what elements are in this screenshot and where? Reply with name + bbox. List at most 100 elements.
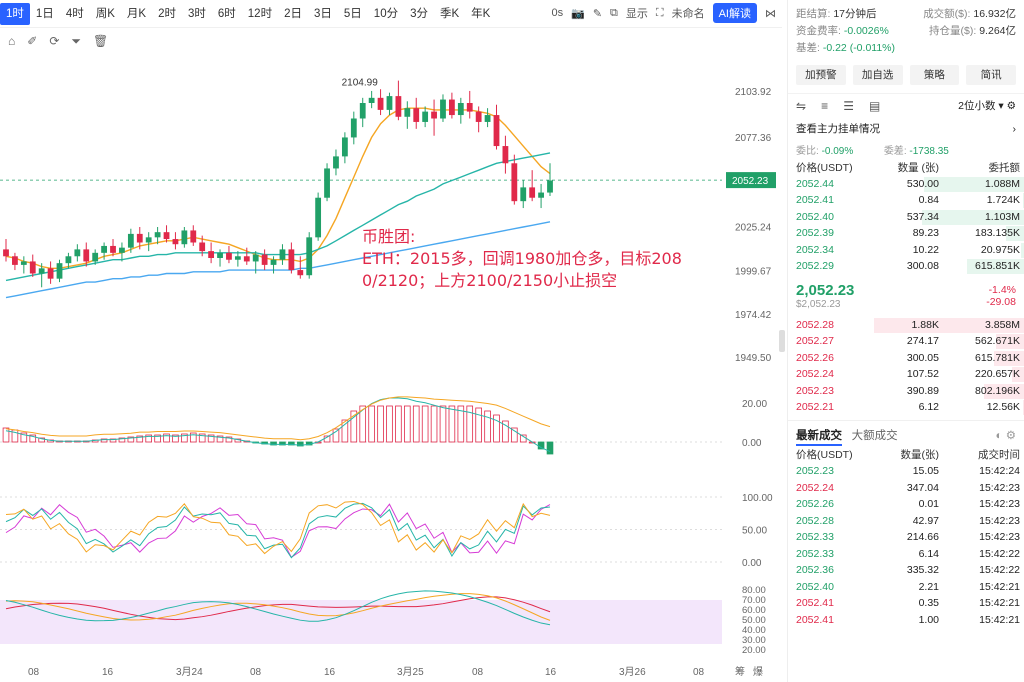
fullscreen-icon[interactable]: ⛶ — [655, 6, 664, 19]
orderbook-both-icon[interactable]: ⇋ — [796, 98, 807, 113]
layout-icon[interactable]: ⧉ — [610, 6, 618, 19]
candle-body — [199, 242, 206, 252]
ask-row[interactable]: 2052.34 10.22 20.975K — [788, 242, 1024, 259]
timeframe-2[interactable]: 4时 — [65, 7, 84, 20]
right-panel: 距结算: 17分钟后 成交额($): 16.932亿 资金费率: -0.0026% 持… — [787, 0, 1024, 682]
trade-time: 15:42:23 — [979, 531, 1020, 544]
price-chart[interactable]: 2103.92 2077.36 2025.24 1999.67 1974.42 1949.… — [0, 52, 778, 682]
stat-value: -0.22 (-0.011%) — [822, 42, 896, 54]
decimals-select[interactable]: 2位小数 ▾ ⚙ — [958, 100, 1016, 112]
weicha-label: 委差 — [883, 146, 904, 157]
order-amount: 20.975K — [980, 243, 1020, 256]
trade-qty: 0.35 — [918, 597, 939, 610]
brush-icon[interactable]: ⟳ — [49, 34, 60, 48]
header-qty[interactable]: 数量 (张) — [897, 161, 939, 174]
timeframe-5[interactable]: 2时 — [158, 7, 176, 20]
timeframe-0[interactable]: 1时 — [0, 2, 30, 25]
orderbook-bids-icon[interactable]: ≡ — [821, 98, 829, 113]
panel-button-0[interactable]: 加预警 — [796, 65, 846, 85]
trades-header-time: 成交时间 — [978, 449, 1020, 462]
candle-body — [181, 230, 188, 245]
panel-resize-handle[interactable] — [779, 330, 785, 352]
macd-bar — [288, 441, 295, 446]
ask-row[interactable]: 2052.41 0.84 1.724K — [788, 192, 1024, 209]
rsi-line — [5, 596, 551, 621]
trade-price: 2052.40 — [796, 580, 834, 593]
share-icon[interactable]: ⋈ — [765, 7, 776, 20]
trade-row: 2052.41 0.35 15:42:21 — [788, 595, 1024, 612]
pen-icon[interactable]: ✎ — [592, 7, 603, 20]
display-button[interactable]: 显示 — [625, 8, 648, 20]
depth-bar — [1021, 242, 1024, 258]
timeframe-15[interactable]: 年K — [471, 7, 491, 20]
timeframe-4[interactable]: 月K — [126, 7, 147, 20]
depth-bar — [874, 317, 1024, 333]
ask-row[interactable]: 2052.40 537.34 1.103M — [788, 209, 1024, 226]
timeframe-14[interactable]: 季K — [440, 7, 460, 20]
ai-interpret-button[interactable]: AI解读 — [712, 3, 757, 23]
timeframe-8[interactable]: 12时 — [247, 7, 273, 20]
timeframe-1[interactable]: 1日 — [35, 7, 54, 20]
candle-body — [56, 263, 63, 279]
x-axis-label: 3月26 — [619, 666, 646, 678]
layout-name-button[interactable]: 未命名 — [671, 8, 705, 20]
rsi-axis-label: 30.00 — [742, 635, 766, 646]
order-amount: 220.657K — [975, 368, 1020, 381]
order-amount: 12.56K — [986, 401, 1020, 414]
candle-body — [145, 237, 152, 243]
candle-body — [38, 268, 45, 274]
bid-row[interactable]: 2052.24 107.52 220.657K — [788, 366, 1024, 383]
header-amount[interactable]: 委托额 — [988, 161, 1021, 174]
orderbook-compact-icon[interactable]: ▤ — [869, 98, 881, 113]
panel-button-1[interactable]: 加自选 — [852, 65, 903, 85]
ask-row[interactable]: 2052.39 89.23 183.135K — [788, 225, 1024, 242]
timeframe-6[interactable]: 3时 — [187, 7, 206, 20]
trash-icon[interactable]: 🗑 — [92, 34, 109, 48]
timeframe-12[interactable]: 10分 — [373, 7, 399, 20]
timeframe-7[interactable]: 6时 — [217, 7, 236, 20]
ask-row[interactable]: 2052.29 300.08 615.851K — [788, 258, 1024, 275]
macd-bar — [20, 432, 28, 443]
ask-row[interactable]: 2052.44 530.00 1.088M — [788, 176, 1024, 193]
order-price: 2052.28 — [796, 318, 834, 331]
settings-icon[interactable]: ◐ ⚙ — [995, 429, 1016, 442]
timeframe-3[interactable]: 周K — [95, 7, 115, 20]
countdown-label: 0s — [551, 7, 564, 19]
bid-row[interactable]: 2052.21 6.12 12.56K — [788, 399, 1024, 416]
timeframe-9[interactable]: 2日 — [284, 7, 302, 20]
order-qty: 107.52 — [906, 368, 939, 381]
bids-list: 2052.28 1.88K 3.858M 2052.27 274.17 562.… — [788, 317, 1024, 416]
bid-row[interactable]: 2052.26 300.05 615.781K — [788, 350, 1024, 367]
trade-price: 2052.33 — [796, 547, 834, 560]
trade-row: 2052.28 42.97 15:42:23 — [788, 513, 1024, 530]
panel-button-3[interactable]: 简讯 — [966, 65, 1016, 85]
macd-bar — [109, 438, 117, 443]
macd-bar — [439, 405, 447, 443]
panel-button-2[interactable]: 策略 — [909, 65, 960, 85]
main-order-text: 查看主力挂单情况 — [796, 123, 880, 135]
candle-body — [234, 256, 241, 260]
edit-icon[interactable]: ✐ — [27, 34, 38, 48]
main-order-link[interactable]: 查看主力挂单情况 › — [788, 117, 1024, 140]
bid-row[interactable]: 2052.27 274.17 562.671K — [788, 333, 1024, 350]
tab-latest-trades[interactable]: 最新成交 — [796, 429, 842, 446]
current-price-label: 2052.23 — [732, 176, 769, 187]
bookmark-icon[interactable]: ⌂ — [8, 34, 16, 48]
bid-row[interactable]: 2052.28 1.88K 3.858M — [788, 317, 1024, 334]
timeframe-10[interactable]: 3日 — [313, 7, 332, 20]
candle-body — [431, 111, 437, 119]
weibi-row: 委比: -0.09% 委差: -1738.35 — [796, 146, 949, 157]
candle-body — [288, 249, 295, 271]
camera-icon[interactable]: 📷 — [571, 7, 585, 20]
kdj-axis-label: 0.00 — [742, 558, 762, 569]
timeframe-11[interactable]: 5日 — [343, 7, 362, 20]
trade-qty: 6.14 — [918, 547, 939, 560]
tab-large-trades[interactable]: 大额成交 — [851, 429, 898, 442]
bid-row[interactable]: 2052.23 390.89 802.196K — [788, 383, 1024, 400]
timeframe-13[interactable]: 3分 — [410, 7, 428, 20]
filter-icon[interactable]: ⏷ — [71, 33, 81, 48]
order-qty: 1.88K — [911, 318, 939, 331]
candle-body — [404, 108, 411, 117]
orderbook-asks-icon[interactable]: ☰ — [843, 98, 854, 113]
trades-header-qty[interactable]: 数量(张) — [900, 449, 940, 462]
